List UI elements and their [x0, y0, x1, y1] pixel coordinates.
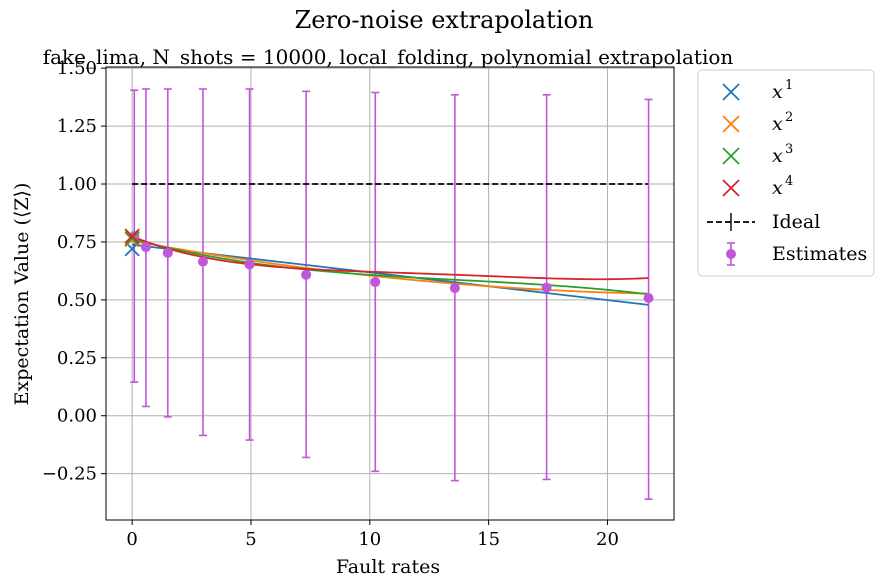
legend-frame: [697, 69, 875, 277]
y-tick-label: −0.25: [42, 464, 97, 485]
legend-label-exponent: 1: [785, 78, 793, 93]
legend-marker: [726, 249, 736, 259]
fit-curve-x3: [131, 237, 649, 296]
marker-stroke: [124, 230, 140, 247]
fit-curve-x2: [131, 239, 649, 295]
legend-item-ideal: Ideal: [707, 211, 820, 233]
y-tick-label: 0.75: [57, 232, 97, 253]
legend-label-exponent: 4: [785, 174, 793, 189]
zero-noise-marker-x3: [124, 230, 140, 247]
legend-marker: [722, 83, 740, 101]
estimate-point: [541, 282, 552, 293]
x-tick-label: 5: [245, 529, 256, 550]
y-tick-label: 1.00: [57, 174, 97, 195]
x-tick-label: 0: [126, 529, 137, 550]
legend-marker: [722, 115, 740, 133]
x-tick-label: 10: [358, 529, 381, 550]
y-tick-label: 0.25: [57, 348, 97, 369]
y-axis-label: Expectation Value (⟨Z⟩): [11, 183, 33, 406]
legend-label: Estimates: [772, 243, 867, 265]
estimate-point: [140, 242, 151, 253]
legend-label-exponent: 3: [785, 142, 793, 157]
x-tick-label: 15: [477, 529, 500, 550]
y-tick-label: 0.00: [57, 406, 97, 427]
legend-label-exponent: 2: [785, 110, 793, 125]
grid-lines: [106, 67, 674, 520]
estimate-point: [643, 293, 654, 304]
legend-label: x: [772, 113, 783, 135]
estimate-point: [449, 283, 460, 294]
y-tick-label: 1.25: [57, 116, 97, 137]
plot-area: [124, 88, 654, 500]
axis-ticks: 0 5 10 15 20 −0.25 0.00 0.25 0.50 0.75 1.00 1.25 1.5…: [42, 58, 619, 550]
chart-subtitle: fake_lima, N_shots = 10000, local_foldin…: [43, 45, 734, 69]
chart-title: Zero-noise extrapolation: [295, 6, 594, 34]
legend-label: x: [772, 145, 783, 167]
zero-noise-marker-x4: [124, 228, 140, 244]
y-tick-label: 0.50: [57, 290, 97, 311]
estimate-point: [197, 256, 208, 267]
legend-label: Ideal: [772, 211, 820, 233]
legend-marker: [722, 147, 740, 165]
estimate-point: [244, 259, 255, 270]
legend-label: x: [772, 81, 783, 103]
x-axis-label: Fault rates: [336, 556, 440, 578]
marker-stroke: [124, 228, 140, 244]
fit-curve-x4: [131, 235, 649, 281]
legend-label: x: [772, 177, 783, 199]
estimate-point: [370, 277, 381, 288]
legend-item-estimates: Estimates: [726, 242, 867, 266]
x-tick-label: 20: [596, 529, 619, 550]
estimate-point: [301, 269, 312, 280]
estimate-point: [162, 247, 173, 258]
y-tick-label: 1.50: [57, 58, 97, 79]
plot-frame: [105, 66, 675, 521]
legend-marker: [722, 179, 740, 197]
